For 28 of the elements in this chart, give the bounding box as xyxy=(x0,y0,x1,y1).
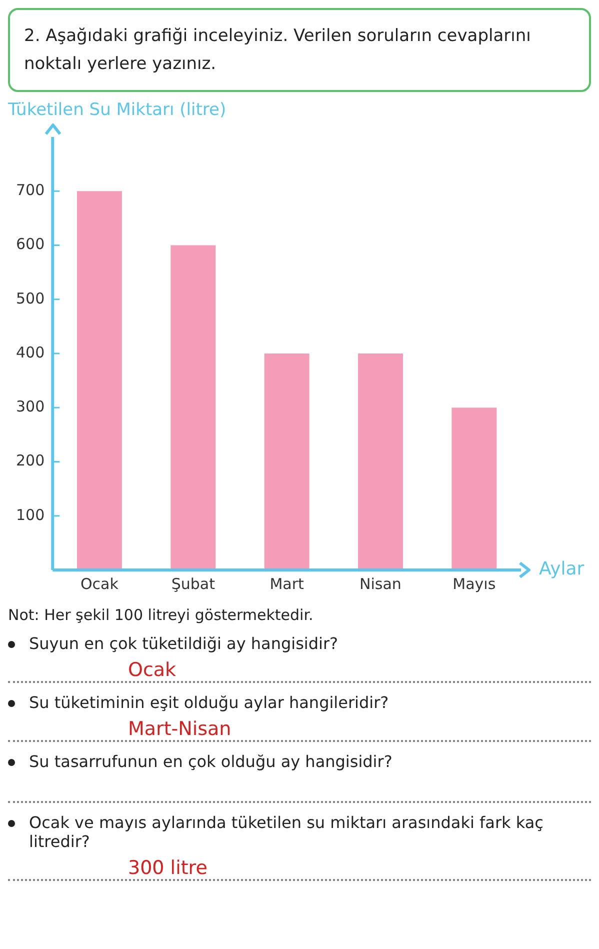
x-tick-label: Ocak xyxy=(80,574,119,593)
text: Su tüketiminin eşit olduğu aylar hangileridir? xyxy=(29,693,389,712)
text: Not: Her şekil 100 litreyi göstermektedir. xyxy=(8,606,314,624)
y-tick-label: 200 xyxy=(16,452,45,470)
y-tick-label: 100 xyxy=(16,506,45,524)
text: 300 litre xyxy=(8,857,591,881)
bar xyxy=(170,245,216,570)
text: Ocak ve mayıs aylarında tüketilen su miktarı arasındaki fark kaç litredir? xyxy=(29,813,544,851)
x-tick-label: Mayıs xyxy=(452,574,496,593)
bar xyxy=(76,191,122,570)
chart-title: 2. Aşağıdaki grafiği inceleyiniz. Verilen soruların cevaplarını noktalı yerlere yazınız. xyxy=(8,8,591,92)
x-tick-label: Şubat xyxy=(171,574,216,593)
y-axis-title: Tüketilen Su Miktarı (litre) xyxy=(8,100,228,120)
bar xyxy=(358,354,403,570)
x-tick-label: Mart xyxy=(270,574,304,593)
y-tick-label: 700 xyxy=(16,181,45,200)
y-tick-label: 600 xyxy=(16,235,45,254)
text: Su tasarrufunun en çok olduğu ay hangisidir? xyxy=(29,752,392,771)
y-tick-label: 300 xyxy=(16,398,45,416)
text: Mart-Nisan xyxy=(8,718,591,742)
y-tick-label: 500 xyxy=(16,289,45,308)
bar xyxy=(452,408,497,570)
bar xyxy=(264,354,310,570)
text: Suyun en çok tüketildiği ay hangisidir? xyxy=(29,634,338,653)
y-tick-label: 400 xyxy=(16,343,45,362)
x-axis-title: Aylar xyxy=(539,558,585,580)
text: Ocak xyxy=(8,659,591,683)
x-tick-label: Nisan xyxy=(360,574,402,593)
